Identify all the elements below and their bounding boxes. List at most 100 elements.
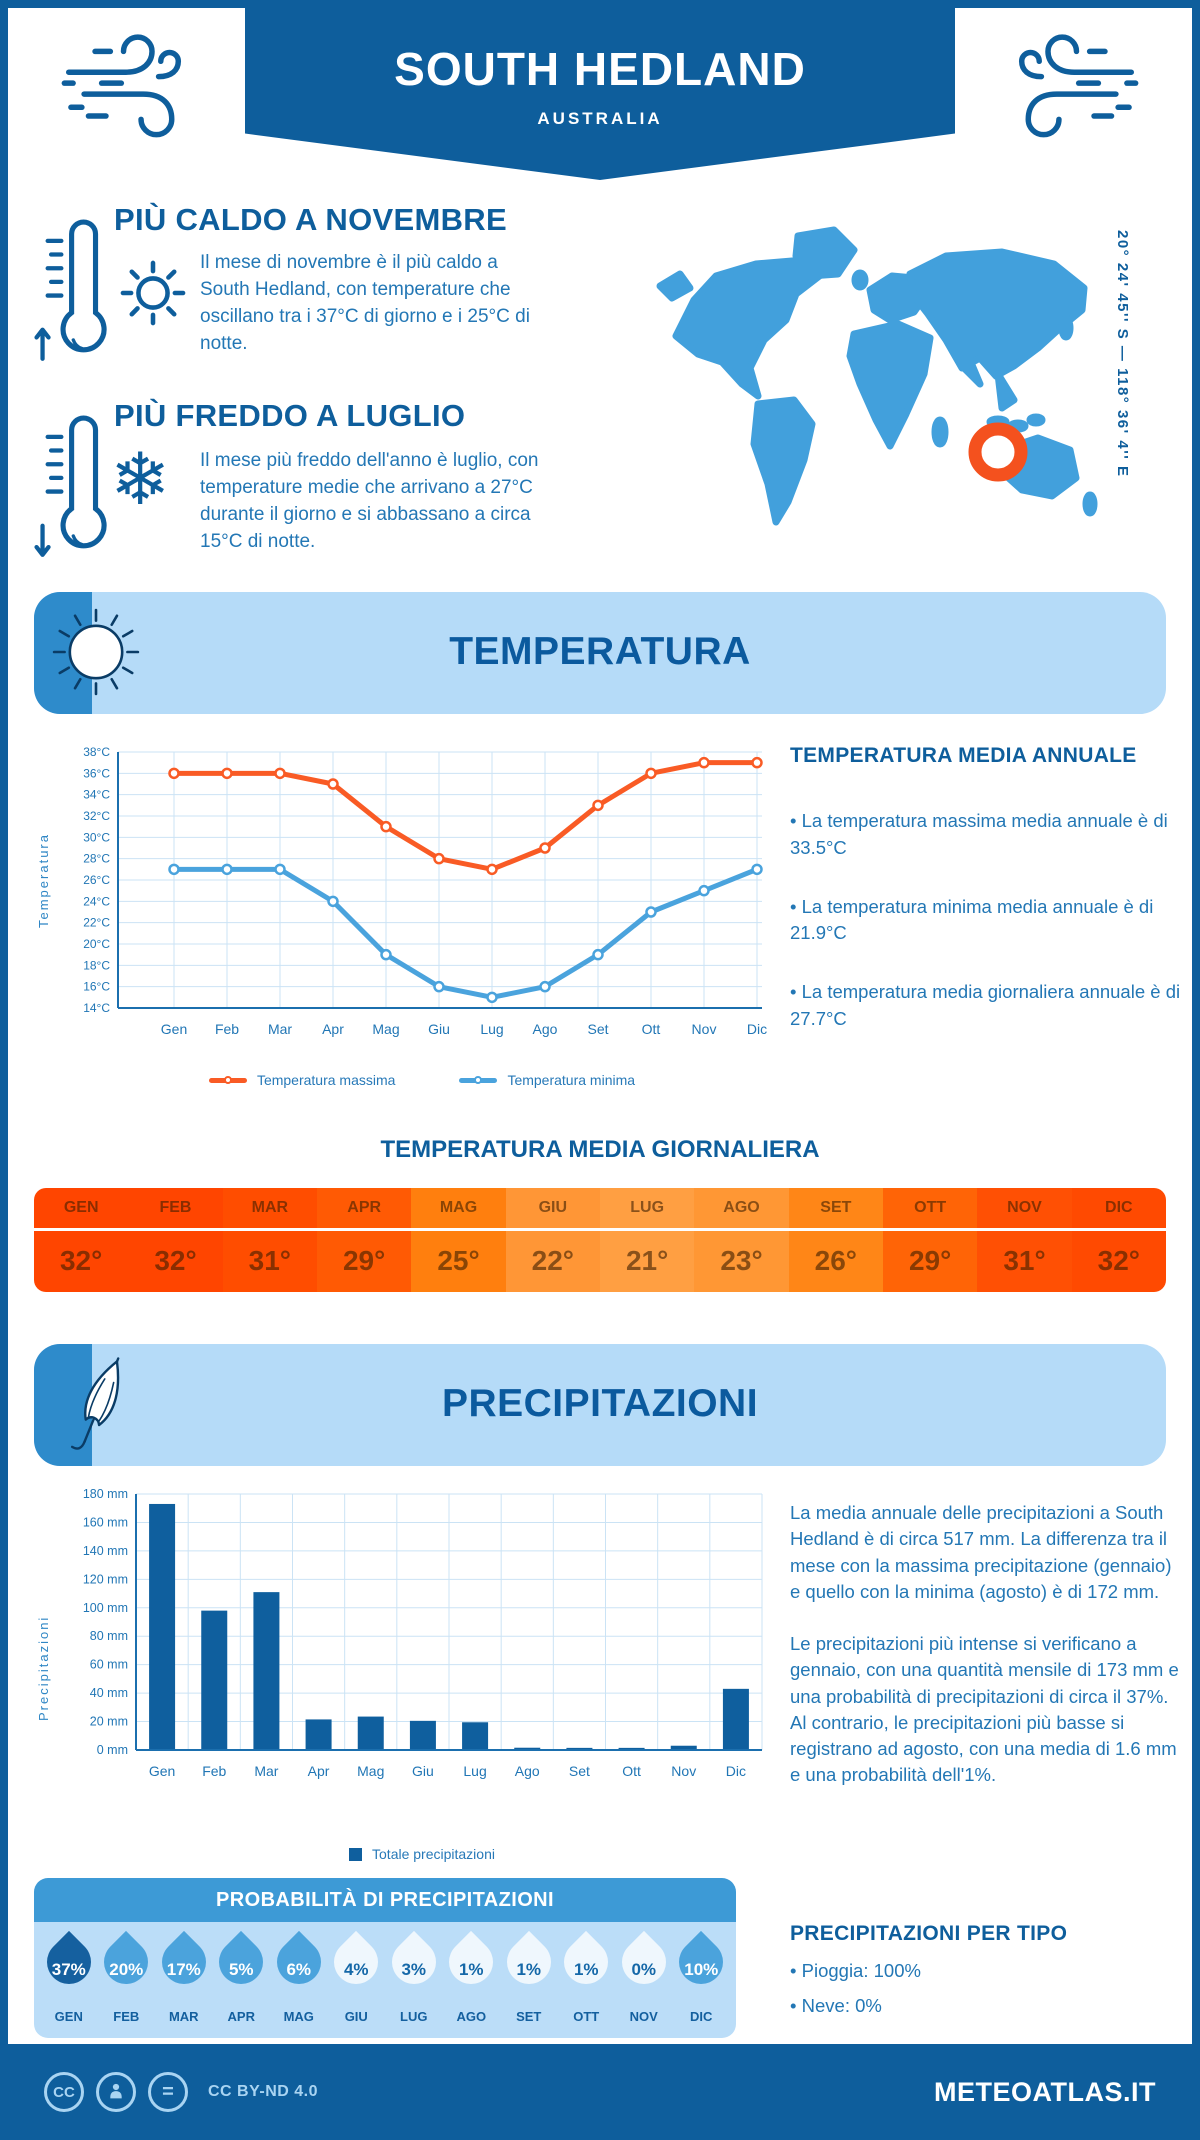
min-line-marker: [459, 1076, 498, 1084]
svg-text:Giu: Giu: [412, 1763, 434, 1779]
precipitation-section-band: PRECIPITAZIONI: [34, 1344, 1166, 1466]
daily-temperature-table: GEN 32° FEB 32° MAR 31° APR 29° MAG 25° GIU 22…: [34, 1188, 1166, 1292]
svg-text:Dic: Dic: [747, 1021, 767, 1037]
svg-text:Feb: Feb: [202, 1763, 226, 1779]
table-column: LUG 21°: [600, 1188, 695, 1292]
svg-text:0 mm: 0 mm: [97, 1743, 128, 1757]
probability-month: MAG: [283, 2009, 314, 2024]
table-column: MAR 31°: [222, 1188, 317, 1292]
svg-text:Mag: Mag: [372, 1021, 399, 1037]
probability-item: 20% FEB: [95, 1930, 158, 2026]
precipitation-section-title: PRECIPITAZIONI: [441, 1382, 759, 1425]
svg-text:36°C: 36°C: [83, 766, 110, 780]
table-month: OTT: [914, 1199, 947, 1216]
svg-text:28°C: 28°C: [83, 852, 110, 866]
table-value: 25°: [411, 1228, 506, 1292]
svg-text:Mar: Mar: [268, 1021, 292, 1037]
legend-label: Temperatura minima: [507, 1072, 636, 1088]
by-type-bullet: Pioggia: 100%: [790, 1958, 1182, 1985]
probability-value: 3%: [401, 1960, 427, 1979]
svg-text:Mag: Mag: [357, 1763, 384, 1779]
svg-text:Set: Set: [569, 1763, 590, 1779]
table-month: GIU: [538, 1199, 568, 1216]
sun-icon: [120, 260, 186, 326]
license-label: CC BY-ND 4.0: [208, 2083, 319, 2100]
table-value: 29°: [317, 1228, 412, 1292]
thermometer-cold-icon: [34, 415, 107, 557]
probability-item: 17% MAR: [152, 1930, 215, 2026]
attribution-person-icon: [96, 2072, 136, 2112]
table-value: 31°: [977, 1228, 1072, 1292]
coordinates-label: 20° 24' 45'' S — 118° 36' 4'' E: [1114, 230, 1131, 478]
probability-item: 6% MAG: [267, 1930, 330, 2026]
probability-item: 1% SET: [497, 1930, 560, 2026]
svg-text:Nov: Nov: [671, 1763, 696, 1779]
table-value: 26°: [788, 1228, 883, 1292]
table-month: MAR: [251, 1199, 289, 1216]
table-column: APR 29°: [317, 1188, 412, 1292]
probability-panel: PROBABILITÀ DI PRECIPITAZIONI 37% GEN 20%…: [34, 1878, 736, 2038]
probability-item: 3% LUG: [382, 1930, 445, 2026]
probability-item: 37% GEN: [37, 1930, 100, 2026]
precipitation-by-type-panel: PRECIPITAZIONI PER TIPO Pioggia: 100% Ne…: [790, 1922, 1182, 2020]
svg-text:Mar: Mar: [254, 1763, 278, 1779]
svg-text:140 mm: 140 mm: [83, 1544, 128, 1558]
location-marker: [968, 422, 1028, 482]
table-value: 21°: [600, 1228, 695, 1292]
svg-text:Apr: Apr: [308, 1763, 330, 1779]
svg-text:Apr: Apr: [322, 1021, 344, 1037]
table-value: 32°: [34, 1228, 129, 1292]
probability-value: 5%: [228, 1960, 254, 1979]
svg-text:160 mm: 160 mm: [83, 1515, 128, 1529]
table-month: MAG: [439, 1199, 478, 1216]
footer-bar: CC = CC BY-ND 4.0 METEOATLAS.IT: [8, 2044, 1192, 2132]
no-derivatives-icon: =: [148, 2072, 188, 2112]
probability-item: 1% AGO: [440, 1930, 503, 2026]
precipitation-bar-chart: 0 mm 20 mm 40 mm 60 mm 80 mm 100 mm 120 mm 140 …: [83, 1487, 763, 1779]
svg-text:Lug: Lug: [463, 1763, 486, 1779]
table-month: LUG: [630, 1199, 665, 1216]
table-month: GEN: [63, 1199, 99, 1216]
precipitation-paragraph: La media annuale delle precipitazioni a …: [790, 1502, 1172, 1602]
bar-marker: [349, 1847, 363, 1861]
svg-text:26°C: 26°C: [83, 873, 110, 887]
wind-icon: [61, 34, 182, 138]
probability-item: 1% OTT: [555, 1930, 618, 2026]
precipitation-chart-legend: Totale precipitazioni: [72, 1846, 772, 1862]
temperature-line-chart: Gen Feb Mar Apr Mag Giu Lug Ago Set Ott Nov Dic 14°C…: [83, 745, 767, 1037]
probability-item: 5% APR: [210, 1930, 273, 2026]
svg-text:34°C: 34°C: [83, 788, 110, 802]
probability-month: NOV: [629, 2009, 658, 2024]
svg-text:Nov: Nov: [692, 1021, 717, 1037]
table-column: OTT 29°: [883, 1188, 978, 1292]
probability-value: 4%: [343, 1960, 369, 1979]
hottest-title: PIÙ CALDO A NOVEMBRE: [114, 202, 507, 237]
table-column: GIU 22°: [505, 1188, 600, 1292]
hottest-text: Il mese di novembre è il più caldo a Sou…: [200, 252, 530, 354]
svg-text:20 mm: 20 mm: [90, 1715, 128, 1729]
svg-text:14°C: 14°C: [83, 1001, 110, 1015]
svg-text:Ago: Ago: [533, 1021, 558, 1037]
legend-label: Totale precipitazioni: [372, 1846, 495, 1862]
svg-text:38°C: 38°C: [83, 745, 110, 759]
page-title: SOUTH HEDLAND: [394, 43, 806, 95]
probability-item: 10% DIC: [670, 1930, 733, 2026]
legend-item-total: Totale precipitazioni: [349, 1846, 495, 1862]
svg-text:20°C: 20°C: [83, 937, 110, 951]
annual-bullet: La temperatura massima media annuale è d…: [790, 808, 1182, 862]
svg-text:32°C: 32°C: [83, 809, 110, 823]
svg-text:Ott: Ott: [622, 1763, 641, 1779]
table-value: 23°: [694, 1228, 789, 1292]
daily-table-title: TEMPERATURA MEDIA GIORNALIERA: [380, 1136, 820, 1163]
svg-text:Gen: Gen: [161, 1021, 187, 1037]
probability-value: 10%: [684, 1960, 719, 1979]
legend-item-min: Temperatura minima: [459, 1072, 635, 1088]
table-month: APR: [347, 1199, 382, 1216]
thermometer-hot-icon: [34, 219, 107, 361]
table-column: GEN 32°: [34, 1188, 129, 1292]
svg-text:Feb: Feb: [215, 1021, 239, 1037]
table-column: AGO 23°: [694, 1188, 789, 1292]
world-map: [656, 226, 1098, 526]
probability-month: FEB: [113, 2009, 140, 2024]
